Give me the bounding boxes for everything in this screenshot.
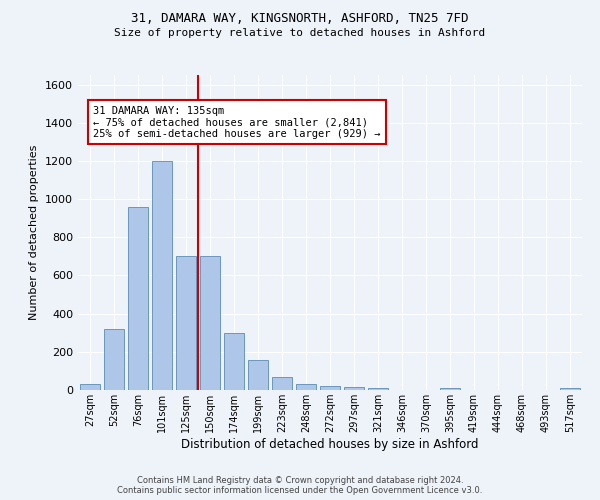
Bar (272, 376, 292, 390)
Bar (440, 388, 460, 390)
Bar (248, 360, 268, 390)
Text: 31, DAMARA WAY, KINGSNORTH, ASHFORD, TN25 7FD: 31, DAMARA WAY, KINGSNORTH, ASHFORD, TN2… (131, 12, 469, 26)
Bar (224, 332, 244, 390)
Bar (152, 161, 172, 390)
Text: 31 DAMARA WAY: 135sqm
← 75% of detached houses are smaller (2,841)
25% of semi-d: 31 DAMARA WAY: 135sqm ← 75% of detached … (93, 106, 380, 138)
Text: Size of property relative to detached houses in Ashford: Size of property relative to detached ho… (115, 28, 485, 38)
Bar (320, 386, 340, 390)
Bar (80, 384, 100, 390)
Bar (560, 388, 580, 390)
Bar (368, 388, 388, 390)
Bar (104, 329, 124, 390)
Bar (344, 387, 364, 390)
Text: Contains HM Land Registry data © Crown copyright and database right 2024.
Contai: Contains HM Land Registry data © Crown c… (118, 476, 482, 495)
X-axis label: Distribution of detached houses by size in Ashford: Distribution of detached houses by size … (181, 438, 479, 451)
Bar (296, 384, 316, 390)
Y-axis label: Number of detached properties: Number of detached properties (29, 145, 40, 320)
Bar (128, 206, 148, 390)
Bar (200, 256, 220, 390)
Bar (176, 256, 196, 390)
